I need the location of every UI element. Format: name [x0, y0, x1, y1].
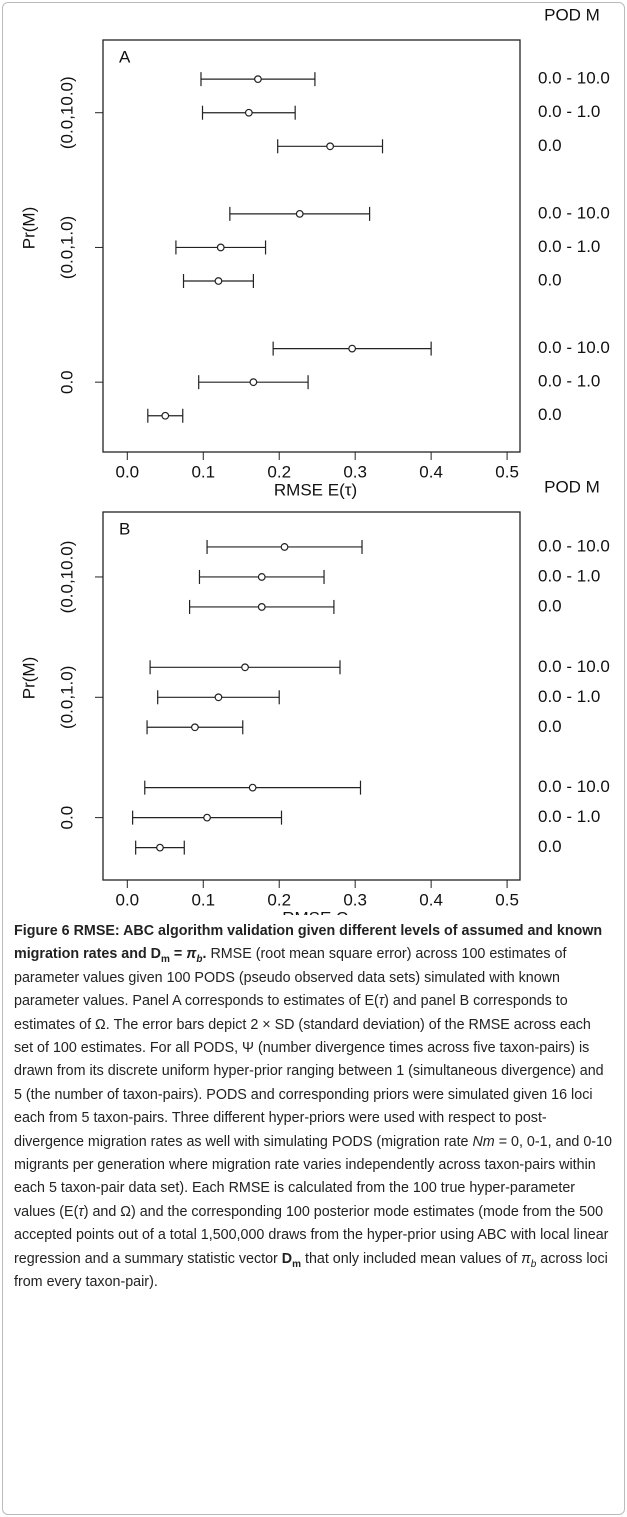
symbol: π [186, 946, 197, 963]
caption-text: = 0, 0-1, and 0-10 migrants per generati… [14, 1133, 612, 1220]
panel-label: A [119, 47, 131, 66]
caption-title: . [202, 946, 207, 963]
point [156, 843, 164, 852]
caption-text: across loci from every taxon-pair). [14, 1250, 608, 1291]
row-label: 0.0 - 10.0 [538, 69, 610, 88]
x-tick-label: 0.0 [115, 462, 139, 481]
point [248, 783, 257, 792]
row-label: 0.0 [538, 405, 562, 424]
y-tick-label: 0.0 [57, 370, 76, 394]
caption-title: RMSE: ABC algorithm validation given dif… [14, 923, 603, 963]
symbol: τ [378, 993, 385, 1010]
subscript: b [530, 1258, 537, 1270]
row-label: 0.0 - 10.0 [538, 203, 610, 222]
point [214, 277, 223, 285]
point [254, 75, 262, 84]
point [348, 344, 357, 353]
y-tick-label: (0.0,10.0) [57, 76, 76, 149]
point [244, 108, 253, 117]
symbol: D [150, 946, 161, 963]
row-label: 0.0 [538, 717, 562, 736]
point [203, 813, 211, 822]
x-axis-title: RMSE Ω [282, 908, 349, 915]
caption-text: ) and panel B corresponds to estimates o… [14, 993, 604, 1150]
x-tick-label: 0.1 [191, 890, 215, 909]
y-tick-label: (0.0,1.0) [57, 666, 76, 729]
row-label: 0.0 - 10.0 [538, 777, 610, 796]
point [257, 573, 266, 581]
row-label: 0.0 [538, 596, 562, 615]
row-label: 0.0 - 10.0 [538, 657, 610, 676]
x-tick-label: 0.4 [419, 462, 443, 481]
figure: POD M A Pr(M) (0.0,10.0) (0.0,1.0) 0.0 0.0 0.1 0… [19, 5, 610, 915]
point [161, 411, 170, 420]
caption-title: = [169, 946, 187, 963]
plot-box [102, 511, 521, 881]
point [295, 209, 304, 218]
right-title: POD M [544, 477, 600, 496]
x-tick-label: 0.5 [495, 462, 519, 481]
row-label: 0.0 - 1.0 [538, 372, 600, 391]
point [191, 723, 199, 732]
subscript: b [196, 954, 203, 966]
caption-text: ) and Ω) and the corresponding 100 poste… [14, 1203, 609, 1267]
row-label: 0.0 - 1.0 [538, 687, 600, 706]
row-label: 0.0 - 10.0 [538, 536, 610, 555]
x-tick-label: 0.2 [267, 890, 291, 909]
row-label: 0.0 [538, 837, 562, 856]
x-axis-title: RMSE E(τ) [274, 480, 357, 499]
row-label: 0.0 - 1.0 [538, 566, 600, 585]
row-label: 0.0 - 10.0 [538, 338, 610, 357]
x-tick-label: 0.5 [495, 890, 519, 909]
y-tick-label: (0.0,10.0) [57, 541, 76, 614]
y-tick-label: (0.0,1.0) [57, 216, 76, 279]
point [280, 543, 289, 551]
plot-box [102, 39, 521, 453]
row-label: 0.0 - 1.0 [538, 237, 600, 256]
caption: Figure 6 RMSE: ABC algorithm validation … [14, 920, 612, 1295]
symbol: Nm [472, 1133, 495, 1150]
x-tick-label: 0.2 [267, 462, 291, 481]
point [241, 663, 249, 672]
x-tick-label: 0.0 [115, 890, 139, 909]
point [249, 378, 258, 387]
symbol: π [521, 1250, 531, 1267]
symbol: τ [78, 1203, 84, 1220]
y-axis-title: Pr(M) [19, 657, 38, 699]
x-tick-label: 0.3 [343, 890, 367, 909]
symbol: D [281, 1250, 293, 1267]
caption-text: that only included mean values of [301, 1250, 522, 1267]
row-label: 0.0 - 1.0 [538, 807, 600, 826]
caption-text: RMSE (root mean square error) across 100… [14, 946, 567, 1010]
right-title: POD M [544, 5, 600, 24]
point [216, 243, 225, 252]
row-label: 0.0 [538, 136, 562, 155]
row-label: 0.0 [538, 271, 562, 290]
point [257, 603, 266, 611]
subscript: m [160, 954, 170, 966]
point [214, 693, 223, 702]
figure-label: Figure 6 [14, 923, 70, 939]
row-label: 0.0 - 1.0 [538, 102, 600, 121]
panel-label: B [119, 519, 130, 538]
x-tick-label: 0.4 [419, 890, 443, 909]
subscript: m [292, 1258, 302, 1270]
point [326, 142, 335, 151]
y-tick-label: 0.0 [57, 806, 76, 830]
y-axis-title: Pr(M) [19, 207, 38, 249]
x-tick-label: 0.3 [343, 462, 367, 481]
x-tick-label: 0.1 [191, 462, 215, 481]
